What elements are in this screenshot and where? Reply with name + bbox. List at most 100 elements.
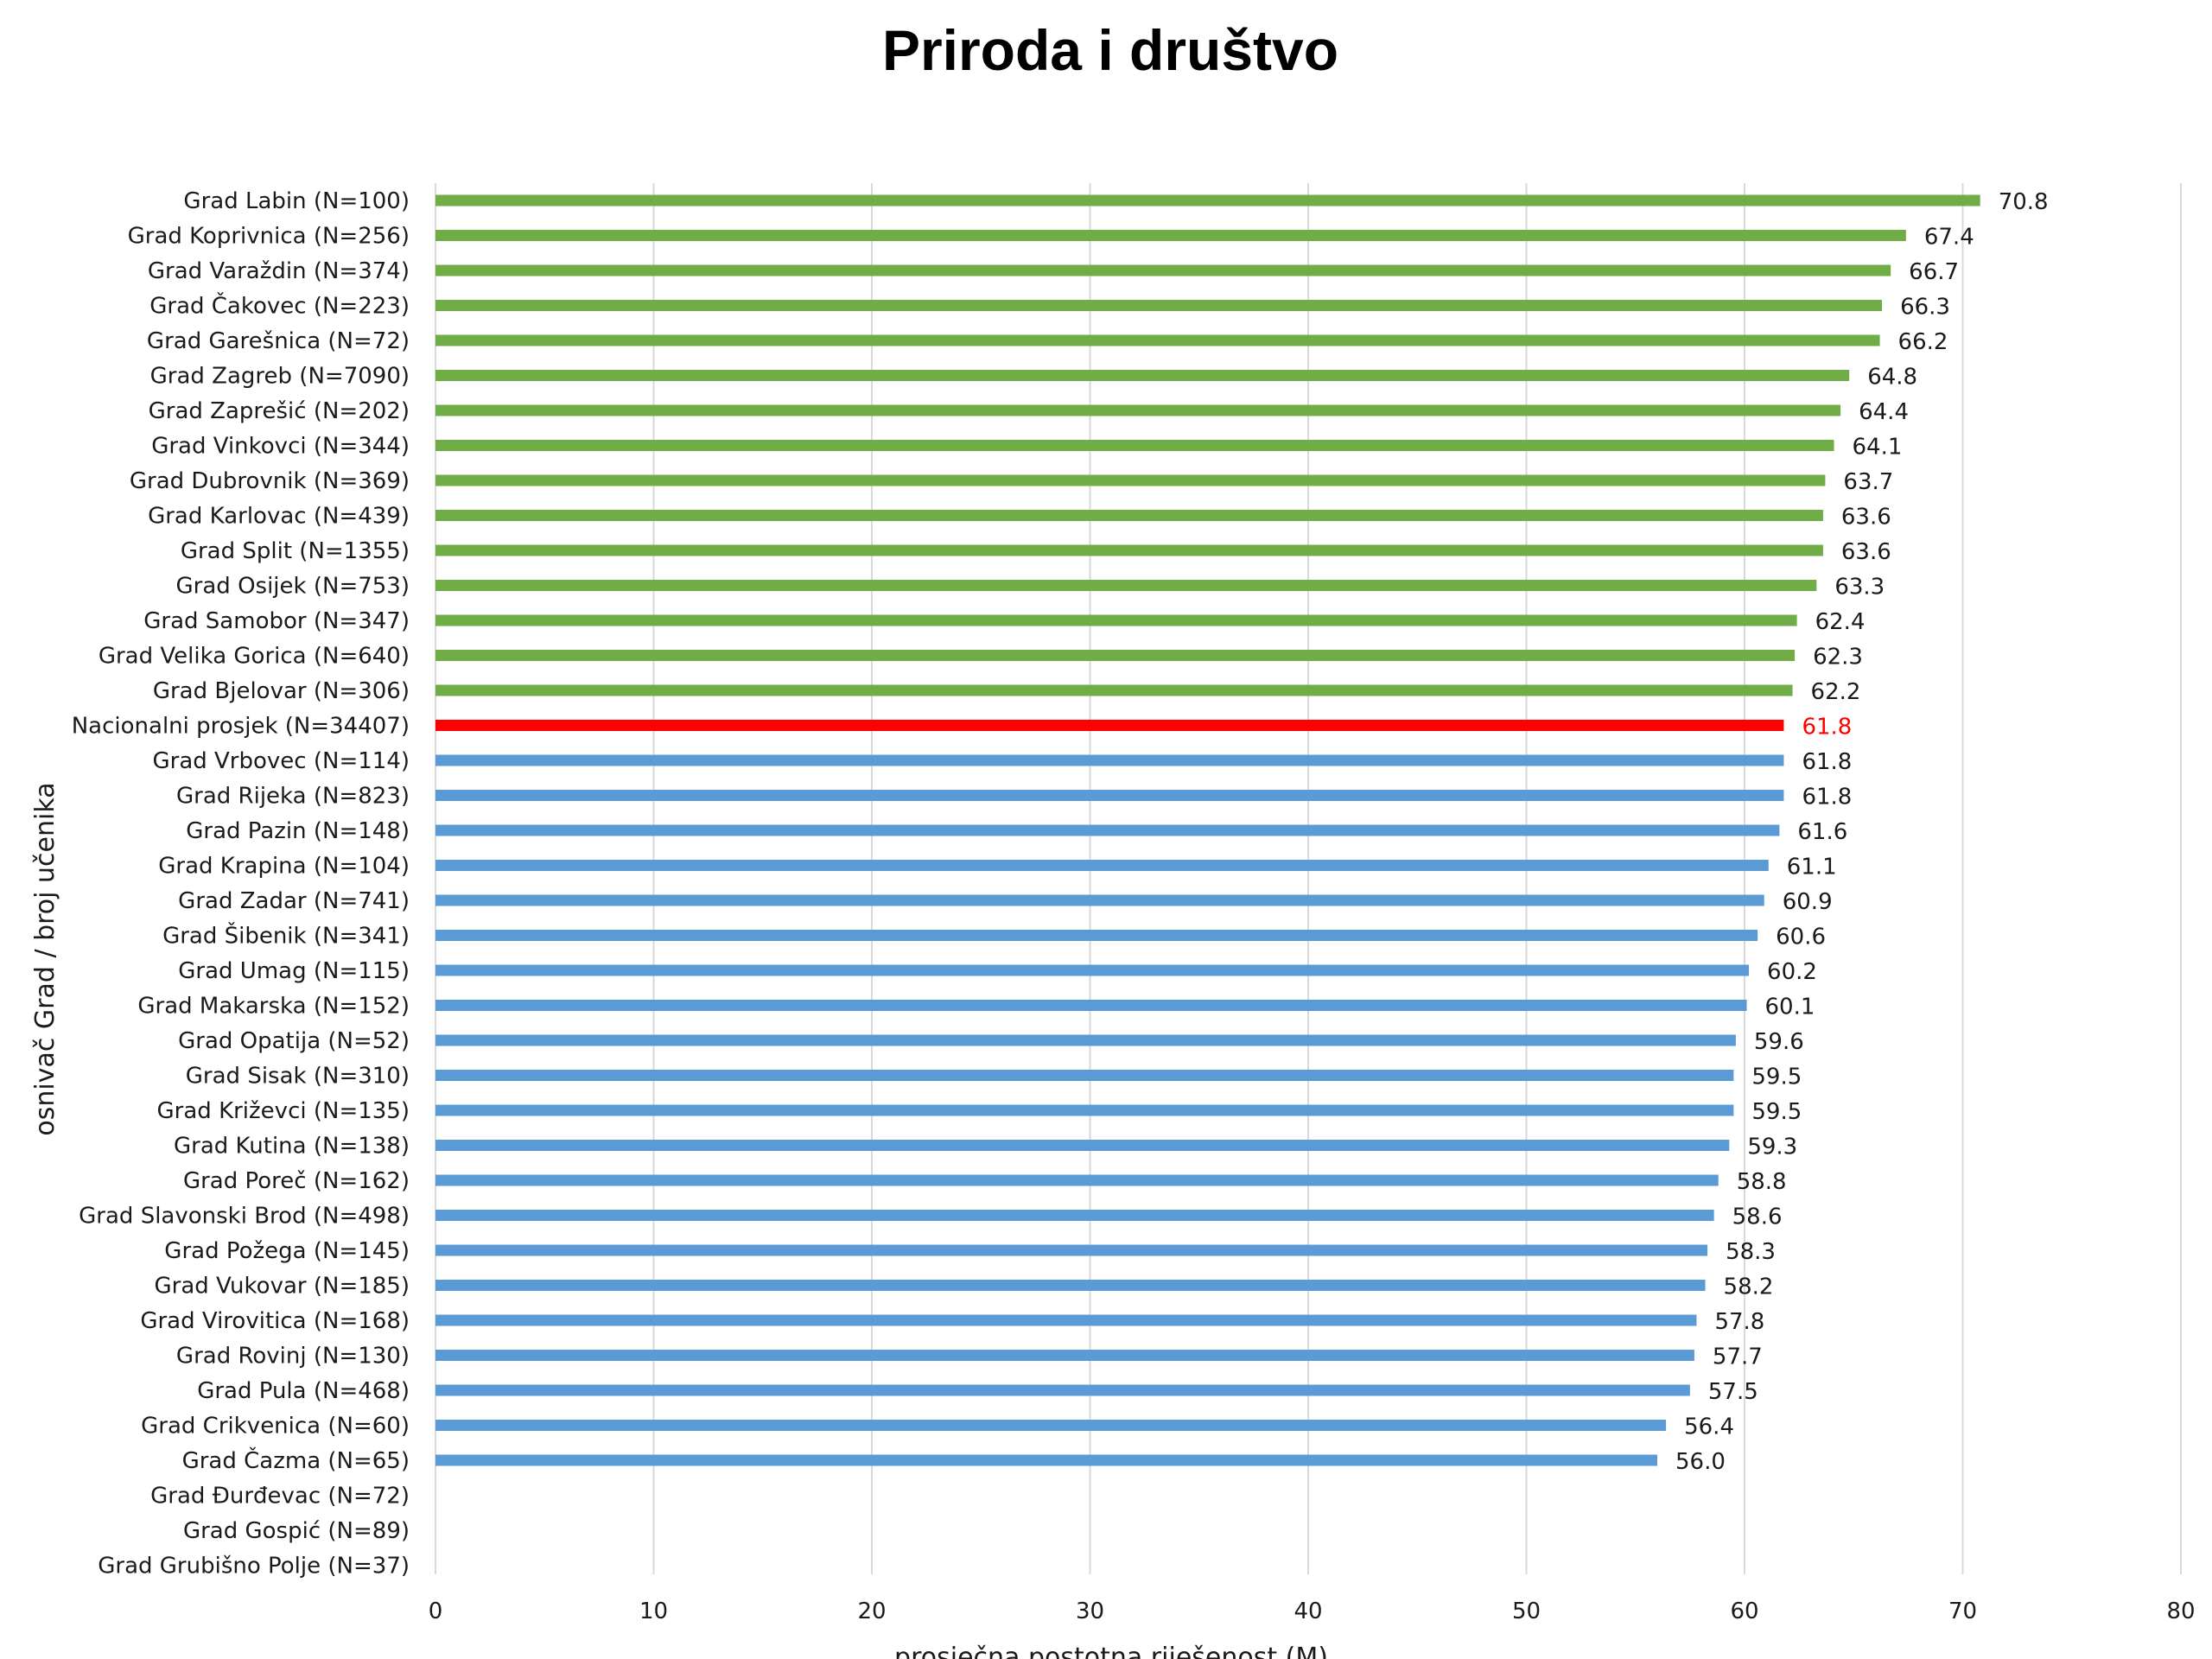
bar — [435, 264, 1891, 276]
data-label: 56.4 — [1684, 1414, 1734, 1440]
data-label: 57.8 — [1714, 1309, 1764, 1335]
category-label: Grad Varaždin (N=374) — [148, 258, 410, 284]
bar — [435, 1174, 1719, 1186]
category-label: Grad Vrbovec (N=114) — [152, 748, 410, 774]
data-label: 59.6 — [1754, 1029, 1804, 1055]
bar — [435, 300, 1883, 311]
category-label: Grad Čakovec (N=223) — [149, 292, 410, 320]
x-tick-label: 10 — [639, 1599, 668, 1624]
bar — [435, 754, 1784, 766]
data-label: 64.1 — [1853, 435, 1903, 461]
category-label: Grad Vinkovci (N=344) — [151, 434, 410, 460]
bar — [435, 194, 1980, 207]
bar — [435, 334, 1880, 346]
y-axis-title: osnivač Grad / broj učenika — [30, 782, 60, 1135]
bar — [435, 1420, 1667, 1431]
x-tick-label: 60 — [1730, 1599, 1758, 1624]
bar — [435, 1244, 1708, 1256]
data-label: 62.4 — [1815, 609, 1866, 635]
bar — [435, 684, 1793, 696]
value-labels: 70.8 67.4 66.7 66.3 66.2 64.8 64.4 64.1 63.7 63.6… — [1675, 189, 2049, 1475]
data-label: 61.8 — [1802, 785, 1852, 810]
category-label: Grad Labin (N=100) — [183, 188, 410, 214]
category-label: Grad Požega (N=145) — [164, 1238, 410, 1264]
bars — [435, 194, 1980, 1466]
data-label: 67.4 — [1924, 225, 1974, 251]
x-tick-label: 80 — [2166, 1599, 2195, 1624]
data-label: 64.8 — [1867, 365, 1917, 391]
data-label: 66.2 — [1898, 329, 1948, 355]
data-label: 59.5 — [1751, 1099, 1802, 1125]
category-label: Grad Krapina (N=104) — [158, 854, 410, 880]
category-label: Grad Dubrovnik (N=369) — [130, 468, 410, 494]
bar — [435, 824, 1780, 836]
data-label: 63.6 — [1841, 539, 1891, 565]
x-tick-label: 0 — [429, 1599, 443, 1624]
category-labels: Grad Labin (N=100) Grad Koprivnica (N=256… — [72, 188, 410, 1580]
data-label: 63.3 — [1834, 575, 1885, 601]
category-label: Grad Gospić (N=89) — [183, 1518, 410, 1544]
bar — [435, 1104, 1734, 1116]
category-label: Grad Sisak (N=310) — [186, 1064, 410, 1090]
category-label: Grad Samobor (N=347) — [143, 608, 410, 634]
data-label: 63.6 — [1841, 505, 1891, 531]
x-tick-label: 70 — [1948, 1599, 1977, 1624]
data-label: 63.7 — [1843, 469, 1893, 495]
category-label: Grad Zadar (N=741) — [178, 888, 410, 914]
bar — [435, 580, 1817, 591]
category-label: Grad Poreč (N=162) — [183, 1168, 410, 1194]
data-label: 60.2 — [1767, 959, 1817, 985]
bar — [435, 1000, 1747, 1011]
data-label: 61.8 — [1802, 749, 1852, 775]
data-label: 59.3 — [1747, 1135, 1797, 1160]
bar — [435, 370, 1850, 381]
category-label: Grad Rovinj (N=130) — [176, 1344, 410, 1370]
category-label: Grad Đurđevac (N=72) — [150, 1484, 410, 1510]
category-label: Grad Grubišno Polje (N=37) — [98, 1554, 410, 1580]
bar — [435, 230, 1906, 241]
category-label: Grad Osijek (N=753) — [176, 574, 410, 600]
category-label: Grad Rijeka (N=823) — [176, 784, 410, 810]
category-label: Nacionalni prosjek (N=34407) — [72, 714, 410, 740]
bar — [435, 510, 1823, 521]
bar — [435, 440, 1834, 451]
data-label: 64.4 — [1859, 399, 1909, 425]
data-label: 62.3 — [1813, 645, 1863, 671]
data-label: 61.1 — [1787, 855, 1837, 880]
bar — [435, 860, 1769, 871]
category-label: Grad Koprivnica (N=256) — [128, 224, 410, 250]
data-label: 70.8 — [1999, 189, 2049, 215]
x-axis-title: prosječna postotna riješenost (M) — [894, 1643, 1328, 1659]
category-label: Grad Slavonski Brod (N=498) — [79, 1204, 410, 1230]
bar — [435, 544, 1823, 556]
data-label: 58.3 — [1726, 1239, 1776, 1265]
category-label: Grad Garešnica (N=72) — [147, 328, 410, 354]
bar — [435, 1384, 1690, 1396]
bar — [435, 650, 1796, 661]
x-tick-labels: 0 10 20 30 40 50 60 70 80 — [429, 1599, 2196, 1624]
bar — [435, 1314, 1697, 1326]
bar — [435, 720, 1784, 731]
data-label: 66.3 — [1900, 295, 1950, 321]
category-label: Grad Vukovar (N=185) — [155, 1274, 410, 1300]
bar — [435, 964, 1750, 976]
category-label: Grad Umag (N=115) — [178, 958, 410, 984]
gridlines — [435, 183, 2182, 1574]
category-label: Grad Čazma (N=65) — [182, 1446, 410, 1474]
data-label: 56.0 — [1675, 1449, 1726, 1475]
category-label: Grad Bjelovar (N=306) — [153, 678, 410, 704]
data-label: 58.8 — [1737, 1169, 1787, 1195]
data-label: 57.5 — [1708, 1379, 1758, 1405]
category-label: Grad Zaprešić (N=202) — [149, 398, 410, 424]
category-label: Grad Pula (N=468) — [197, 1378, 410, 1404]
bar — [435, 930, 1758, 941]
category-label: Grad Kutina (N=138) — [174, 1134, 410, 1160]
bar — [435, 1350, 1694, 1361]
category-label: Grad Makarska (N=152) — [137, 994, 410, 1020]
category-label: Grad Karlovac (N=439) — [148, 504, 410, 530]
category-label: Grad Velika Gorica (N=640) — [99, 644, 410, 670]
bar — [435, 1070, 1734, 1081]
data-label: 66.7 — [1909, 259, 1959, 285]
bar — [435, 790, 1784, 801]
